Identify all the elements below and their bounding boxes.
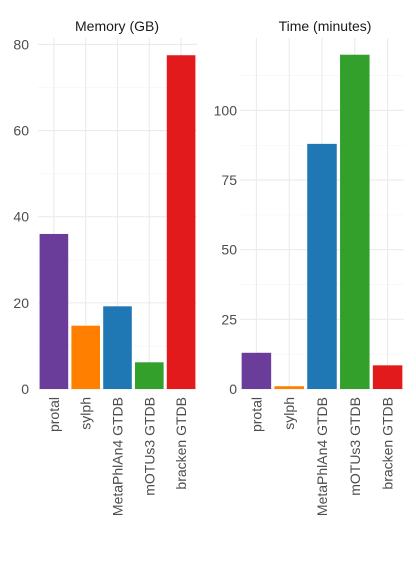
x-tick-label: protal (46, 397, 62, 432)
bar-motus3-gtdb (340, 54, 370, 389)
x-tick-label: mOTUs3 GTDB (141, 397, 157, 496)
y-tick-label: 80 (13, 36, 29, 52)
panel-title: Memory (GB) (75, 18, 159, 34)
x-tick-label: MetaPhlAn4 GTDB (110, 397, 126, 516)
bar-sylph (274, 386, 304, 389)
bar-bracken-gtdb (166, 55, 196, 390)
y-tick-label: 20 (13, 295, 29, 311)
x-tick-label: bracken GTDB (380, 397, 396, 490)
x-tick-label: MetaPhlAn4 GTDB (314, 397, 330, 516)
y-tick-label: 0 (21, 381, 29, 397)
x-tick-label: sylph (78, 397, 94, 430)
bar-sylph (71, 325, 101, 389)
y-tick-label: 50 (221, 242, 237, 258)
y-tick-label: 100 (214, 102, 238, 118)
y-tick-label: 40 (13, 209, 29, 225)
bar-protal (39, 233, 69, 389)
x-tick-label: bracken GTDB (173, 397, 189, 490)
x-tick-label: protal (248, 397, 264, 432)
bar-metaphlan4-gtdb (103, 306, 132, 389)
panel-time: 0 25 50 75 100 protal sylph MetaPhlAn4 GTDB mOTU… (214, 18, 404, 516)
panel-title: Time (minutes) (279, 18, 372, 34)
x-tick-label: mOTUs3 GTDB (347, 397, 363, 496)
panel-memory: 0 20 40 60 80 protal sylph MetaPhlAn4 GTDB mOTUs… (13, 18, 197, 516)
bar-protal (241, 352, 272, 389)
bar-motus3-gtdb (134, 362, 164, 389)
bar-metaphlan4-gtdb (307, 143, 337, 389)
bar-bracken-gtdb (372, 365, 403, 389)
y-tick-label: 0 (229, 381, 237, 397)
y-tick-label: 25 (221, 311, 237, 327)
y-tick-label: 75 (221, 172, 237, 188)
y-tick-label: 60 (13, 123, 29, 139)
x-tick-label: sylph (281, 397, 297, 430)
